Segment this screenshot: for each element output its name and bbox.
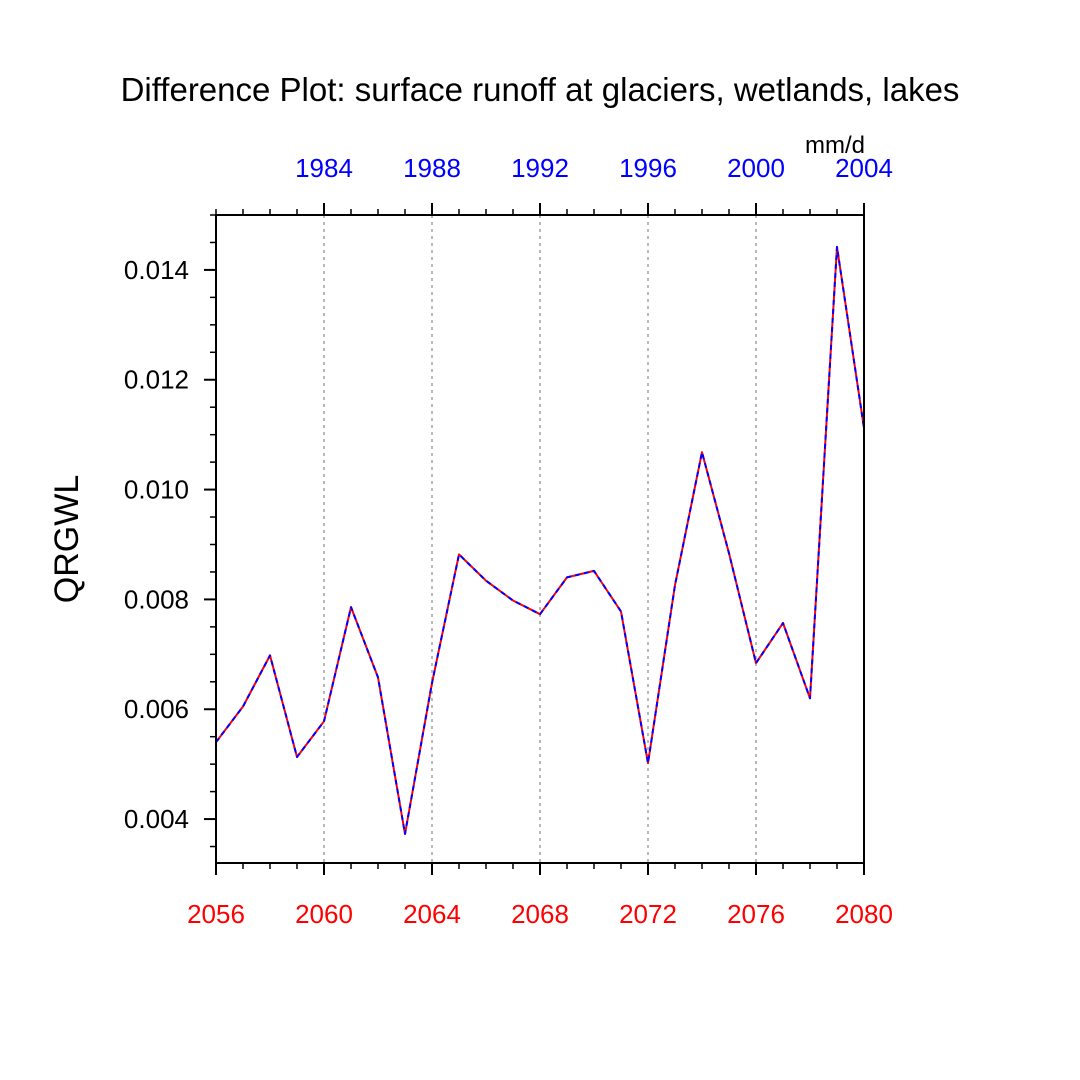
x-tick-label: 2064 (403, 899, 461, 929)
x-axis-tick-labels: 2056 2060 2064 2068 2072 2076 2080 (187, 899, 893, 929)
x-tick-label: 2072 (619, 899, 677, 929)
units-label: mm/d (805, 132, 865, 159)
top-axis-tick-labels: 1984 1988 1992 1996 2000 2004 (295, 153, 893, 183)
y-axis-tick-labels: 0.004 0.006 0.008 0.010 0.012 0.014 (124, 255, 189, 834)
top-tick-label: 2000 (727, 153, 785, 183)
data-series (215, 245, 865, 835)
top-tick-label: 2004 (835, 153, 893, 183)
y-tick-label: 0.012 (124, 365, 189, 395)
x-tick-label: 2056 (187, 899, 245, 929)
top-tick-label: 1996 (619, 153, 677, 183)
chart-title: Difference Plot: surface runoff at glaci… (121, 71, 960, 108)
gridlines (323, 215, 757, 863)
x-tick-label: 2080 (835, 899, 893, 929)
y-tick-label: 0.010 (124, 475, 189, 505)
top-tick-label: 1984 (295, 153, 353, 183)
x-tick-label: 2076 (727, 899, 785, 929)
axis-ticks (204, 203, 865, 875)
x-tick-label: 2060 (295, 899, 353, 929)
y-tick-label: 0.006 (124, 694, 189, 724)
top-tick-label: 1992 (511, 153, 569, 183)
y-axis-label: QRGWL (48, 475, 86, 603)
x-tick-label: 2068 (511, 899, 569, 929)
y-tick-label: 0.014 (124, 255, 189, 285)
y-tick-label: 0.008 (124, 584, 189, 614)
plot-frame (215, 214, 865, 864)
top-tick-label: 1988 (403, 153, 461, 183)
series-line-blue-dashed (215, 245, 865, 835)
y-tick-label: 0.004 (124, 804, 189, 834)
